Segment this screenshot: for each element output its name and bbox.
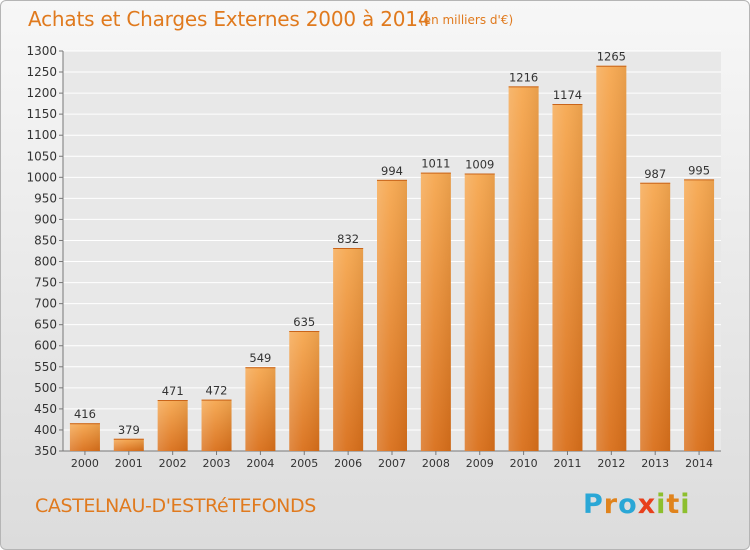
commune-name: CASTELNAU-D'ESTRéTEFONDS xyxy=(35,495,316,517)
data-label-2001: 379 xyxy=(118,423,140,437)
data-label-2006: 832 xyxy=(337,232,359,246)
bar-shine xyxy=(377,179,407,451)
x-tick-label-2014: 2014 xyxy=(685,457,713,470)
chart-unit: (en milliers d'€) xyxy=(419,13,514,27)
bar-shine xyxy=(69,423,100,451)
bar-shine xyxy=(157,400,188,451)
y-tick-label: 1150 xyxy=(26,107,57,121)
logo-letter: P xyxy=(583,489,604,520)
data-label-2005: 635 xyxy=(293,315,315,329)
y-tick-label: 1000 xyxy=(26,170,57,184)
bar-shine xyxy=(464,173,495,452)
data-label-2000: 416 xyxy=(74,407,96,421)
y-tick-label: 550 xyxy=(34,360,57,374)
data-label-2014: 995 xyxy=(688,163,710,177)
x-tick-label-2009: 2009 xyxy=(466,457,494,470)
y-tick-label: 350 xyxy=(34,444,57,458)
data-label-2013: 987 xyxy=(644,167,666,181)
y-tick-label: 1100 xyxy=(26,128,57,142)
x-tick-label-2001: 2001 xyxy=(115,457,143,470)
y-tick-label: 450 xyxy=(34,402,57,416)
x-tick-label-2008: 2008 xyxy=(422,457,450,470)
bar-shine xyxy=(596,65,627,451)
y-tick-label: 600 xyxy=(34,339,57,353)
bar-shine xyxy=(245,367,276,451)
x-tick-label-2012: 2012 xyxy=(597,457,625,470)
bar-shine xyxy=(201,399,232,451)
data-label-2007: 994 xyxy=(381,164,403,178)
x-tick-label-2002: 2002 xyxy=(159,457,187,470)
x-tick-label-2006: 2006 xyxy=(334,457,362,470)
data-label-2010: 1216 xyxy=(509,70,538,84)
data-label-2011: 1174 xyxy=(553,88,582,102)
x-tick-label-2003: 2003 xyxy=(203,457,231,470)
proxiti-logo: Proxiti xyxy=(583,489,691,520)
bar-shine xyxy=(289,331,320,451)
logo-letter: i xyxy=(656,489,667,520)
x-tick-label-2005: 2005 xyxy=(290,457,318,470)
data-label-2003: 472 xyxy=(206,384,228,398)
logo-letter: t xyxy=(666,489,681,520)
logo-letter: x xyxy=(637,489,657,520)
x-tick-label-2000: 2000 xyxy=(71,457,99,470)
x-tick-label-2007: 2007 xyxy=(378,457,406,470)
logo-letter: o xyxy=(618,489,638,520)
y-tick-label: 800 xyxy=(34,255,57,269)
y-tick-label: 1300 xyxy=(26,44,57,58)
bar-shine xyxy=(420,172,451,451)
data-label-2009: 1009 xyxy=(465,158,494,172)
bar-shine xyxy=(113,438,144,451)
bar-shine xyxy=(684,179,715,451)
bar-shine xyxy=(508,86,539,452)
x-tick-label-2011: 2011 xyxy=(553,457,581,470)
y-tick-label: 700 xyxy=(34,297,57,311)
bar-shine xyxy=(640,182,671,451)
x-tick-label-2010: 2010 xyxy=(510,457,538,470)
y-tick-label: 900 xyxy=(34,212,57,226)
x-tick-label-2004: 2004 xyxy=(246,457,274,470)
data-label-2004: 549 xyxy=(249,351,271,365)
bar-shine xyxy=(552,104,583,451)
y-tick-label: 1200 xyxy=(26,86,57,100)
y-tick-label: 400 xyxy=(34,423,57,437)
y-tick-label: 650 xyxy=(34,318,57,332)
data-label-2002: 471 xyxy=(162,384,184,398)
y-tick-label: 850 xyxy=(34,233,57,247)
y-tick-label: 500 xyxy=(34,381,57,395)
y-tick-label: 750 xyxy=(34,276,57,290)
data-label-2008: 1011 xyxy=(421,157,450,171)
logo-letter: i xyxy=(680,489,691,520)
logo-letter: r xyxy=(603,489,619,520)
x-tick-label-2013: 2013 xyxy=(641,457,669,470)
chart-title: Achats et Charges Externes 2000 à 2014 xyxy=(28,7,431,31)
y-tick-label: 1050 xyxy=(26,149,57,163)
y-tick-label: 950 xyxy=(34,191,57,205)
y-tick-label: 1250 xyxy=(26,65,57,79)
bar-shine xyxy=(333,248,364,451)
data-label-2012: 1265 xyxy=(597,50,626,64)
